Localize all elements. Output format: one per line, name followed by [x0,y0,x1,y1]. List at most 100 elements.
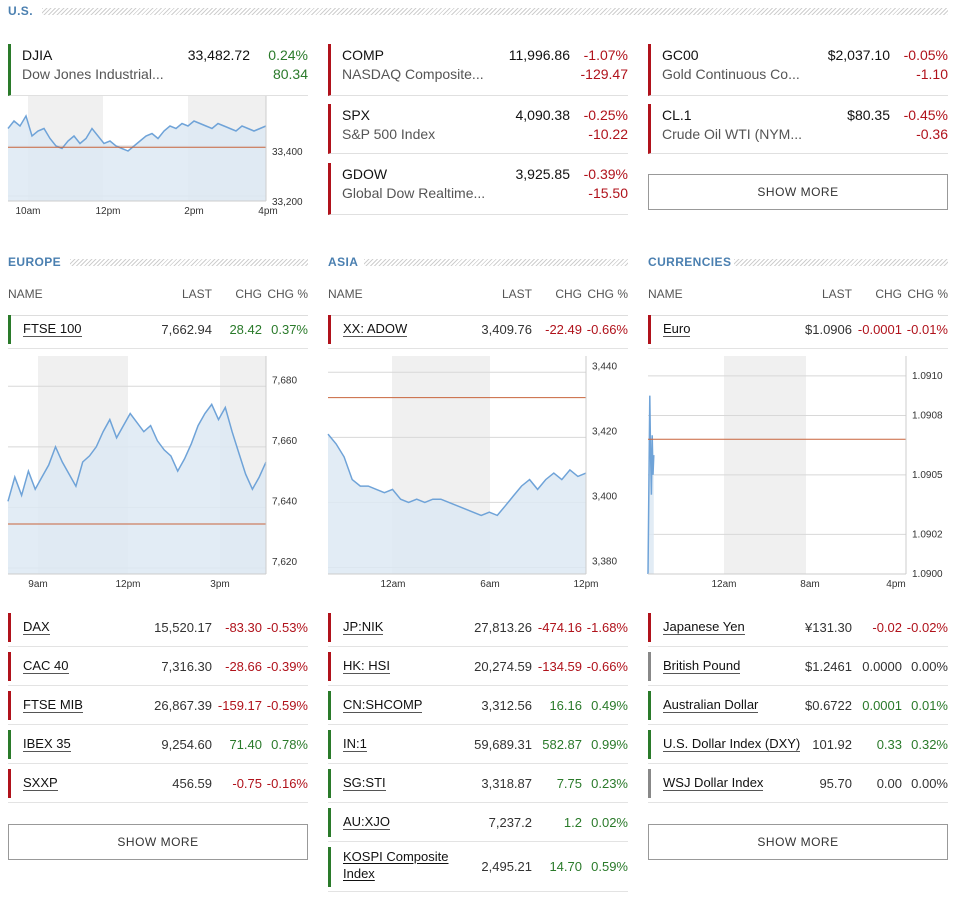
table-row[interactable]: FTSE 100 7,662.94 28.42 0.37% [8,310,308,349]
row-name-link[interactable]: SXXP [23,775,58,791]
row-chg: 16.16 [549,698,582,713]
row-name-link[interactable]: HK: HSI [343,658,390,674]
direction-indicator [328,691,331,720]
row-name-link[interactable]: CAC 40 [23,658,69,674]
row-name-link[interactable]: British Pound [663,658,741,674]
row-chg: -0.02 [872,620,902,635]
asia-section-header: ASIA [328,255,628,271]
table-row[interactable]: JP:NIK 27,813.26 -474.16 -1.68% [328,608,628,647]
row-pct: -0.02% [906,620,948,635]
row-name-link[interactable]: KOSPI Composite Index [343,849,449,881]
table-row[interactable]: SG:STI 3,318.87 7.75 0.23% [328,764,628,803]
row-name-link[interactable]: FTSE MIB [23,697,83,713]
currencies-section-title: CURRENCIES [648,255,732,269]
x-tick-label: 12pm [115,579,140,590]
adow-chart[interactable]: 3,440 3,420 3,400 3,380 12am 6am 12pm [327,356,628,591]
row-name-link[interactable]: XX: ADOW [343,321,408,337]
gdow-card[interactable]: GDOW Global Dow Realtime... 3,925.85 -0.… [328,163,628,215]
row-pct: 0.23% [591,776,628,791]
price-line [327,433,587,517]
table-row[interactable]: WSJ Dollar Index 95.70 0.00 0.00% [648,764,948,803]
table-row[interactable]: CN:SHCOMP 3,312.56 16.16 0.49% [328,686,628,725]
ftse-chart[interactable]: 7,680 7,660 7,640 7,620 9am 12pm 3pm [7,356,308,591]
row-name-link[interactable]: Japanese Yen [663,619,745,635]
row-pct: 0.02% [591,815,628,830]
direction-indicator [8,769,11,798]
card-name: NASDAQ Composite... [342,66,484,82]
row-pct: -0.39% [266,659,308,674]
row-last: 26,867.39 [154,698,212,713]
table-row[interactable]: British Pound $1.2461 0.0000 0.00% [648,647,948,686]
row-name-link[interactable]: Australian Dollar [663,697,759,713]
row-name-link[interactable]: JP:NIK [343,619,384,635]
row-pct: -0.66% [586,322,628,337]
currencies-show-more-button[interactable]: SHOW MORE [648,824,948,860]
col-last: LAST [181,287,212,301]
row-last: 3,312.56 [481,698,532,713]
euro-chart[interactable]: 1.0910 1.0908 1.0905 1.0902 1.0900 12am 8am 4pm [647,356,948,591]
table-row[interactable]: AU:XJO 7,237.2 1.2 0.02% [328,803,628,842]
row-name-link[interactable]: SG:STI [343,775,386,791]
spx-card[interactable]: SPX S&P 500 Index 4,090.38 -0.25% -10.22 [328,104,628,154]
table-row[interactable]: CAC 40 7,316.30 -28.66 -0.39% [8,647,308,686]
row-pct: 0.01% [911,698,948,713]
card-name: Dow Jones Industrial... [22,66,164,82]
row-chg: 0.0001 [862,698,902,713]
direction-indicator [328,730,331,759]
row-name-link[interactable]: WSJ Dollar Index [663,775,764,791]
gc00-card[interactable]: GC00 Gold Continuous Co... $2,037.10 -0.… [648,44,948,96]
table-row[interactable]: SXXP 456.59 -0.75 -0.16% [8,764,308,803]
row-name-link[interactable]: AU:XJO [343,814,390,830]
table-row[interactable]: Euro $1.0906 -0.0001 -0.01% [648,310,948,349]
table-row[interactable]: IBEX 35 9,254.60 71.40 0.78% [8,725,308,764]
card-symbol: GC00 [662,47,699,63]
cl1-card[interactable]: CL.1 Crude Oil WTI (NYM... $80.35 -0.45%… [648,104,948,154]
table-row[interactable]: HK: HSI 20,274.59 -134.59 -0.66% [328,647,628,686]
direction-indicator [328,769,331,798]
section-divider [42,8,948,15]
row-chg: -22.49 [545,322,582,337]
row-last: $0.6722 [805,698,852,713]
direction-indicator [648,769,651,798]
section-divider [70,259,308,266]
direction-indicator [328,613,331,642]
table-row[interactable]: Japanese Yen ¥131.30 -0.02 -0.02% [648,608,948,647]
card-chg: -15.50 [588,185,628,201]
direction-indicator [8,691,11,720]
djia-card[interactable]: DJIA Dow Jones Industrial... 33,482.72 0… [8,44,308,96]
row-pct: -0.01% [906,322,948,337]
table-row[interactable]: FTSE MIB 26,867.39 -159.17 -0.59% [8,686,308,725]
direction-indicator [328,315,331,344]
table-row[interactable]: U.S. Dollar Index (DXY) 101.92 0.33 0.32% [648,725,948,764]
row-pct: 0.32% [911,737,948,752]
row-name-link[interactable]: DAX [23,619,50,635]
row-name-link[interactable]: FTSE 100 [23,321,82,337]
row-chg: 0.0000 [862,659,902,674]
row-name-link[interactable]: IN:1 [343,736,367,752]
us-show-more-button[interactable]: SHOW MORE [648,174,948,210]
djia-chart[interactable]: 33,400 33,200 10am 12pm 2pm 4pm [7,96,308,217]
y-tick-label: 7,620 [272,557,297,568]
y-tick-label: 3,420 [592,426,617,437]
table-row[interactable]: DAX 15,520.17 -83.30 -0.53% [8,608,308,647]
table-row[interactable]: IN:1 59,689.31 582.87 0.99% [328,725,628,764]
section-divider [364,259,628,266]
col-name: NAME [648,287,683,301]
row-last: ¥131.30 [805,620,852,635]
row-name-link[interactable]: U.S. Dollar Index (DXY) [663,736,801,752]
row-name-link[interactable]: IBEX 35 [23,736,71,752]
card-symbol: GDOW [342,166,388,182]
card-last: 33,482.72 [187,47,250,63]
comp-card[interactable]: COMP NASDAQ Composite... 11,996.86 -1.07… [328,44,628,96]
col-chg: CHG [235,287,262,301]
y-tick-label: 1.0908 [912,410,943,421]
table-row[interactable]: XX: ADOW 3,409.76 -22.49 -0.66% [328,310,628,349]
row-last: $1.0906 [805,322,852,337]
row-name-link[interactable]: CN:SHCOMP [343,697,423,713]
table-row[interactable]: Australian Dollar $0.6722 0.0001 0.01% [648,686,948,725]
y-tick-label: 1.0910 [912,371,943,382]
y-tick-label: 33,400 [272,147,303,158]
table-row[interactable]: KOSPI Composite Index 2,495.21 14.70 0.59% [328,842,628,892]
europe-show-more-button[interactable]: SHOW MORE [8,824,308,860]
row-name-link[interactable]: Euro [663,321,691,337]
